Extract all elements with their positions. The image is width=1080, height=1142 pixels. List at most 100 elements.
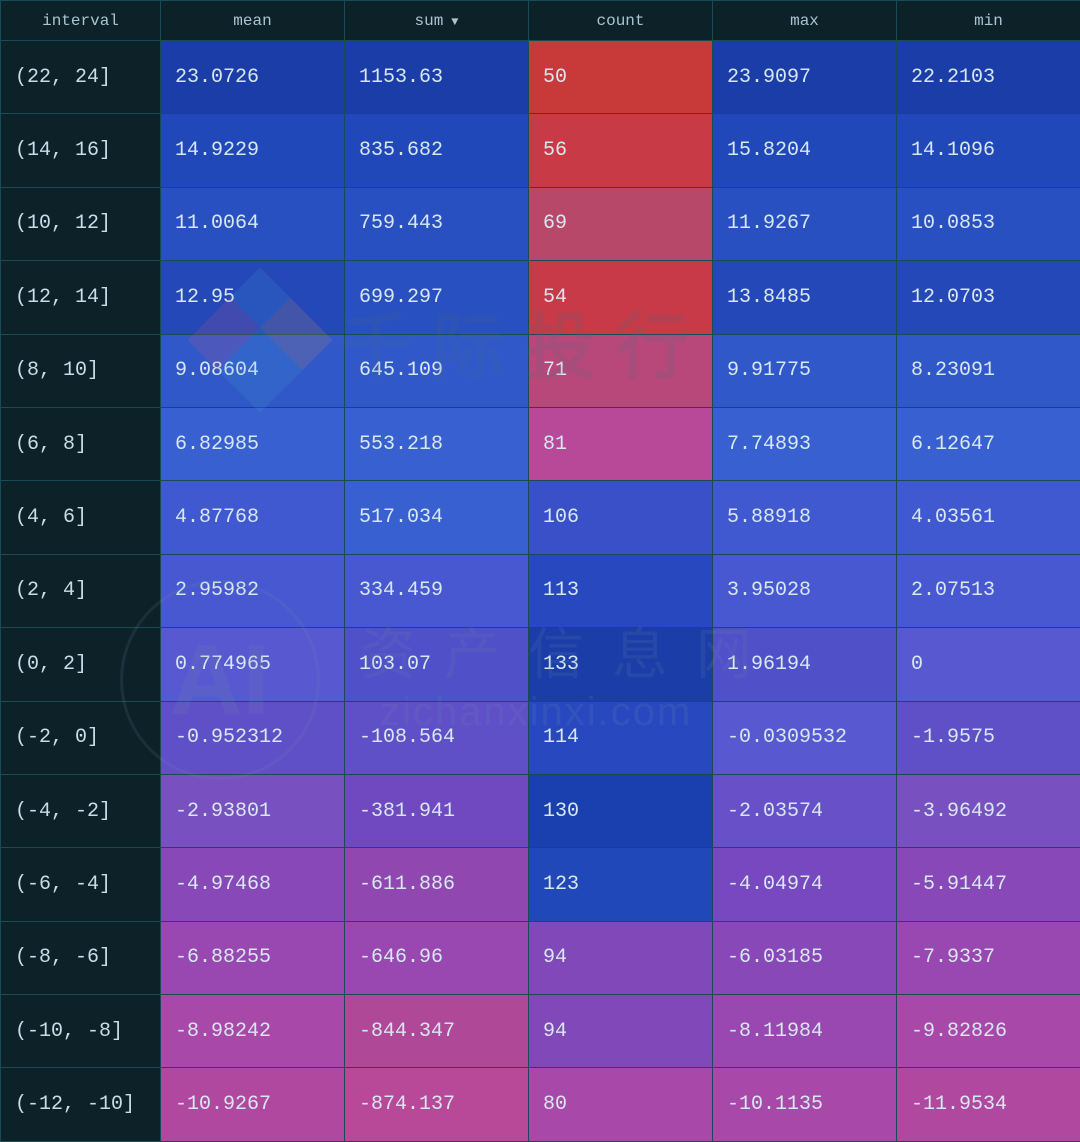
cell-sum: 835.682 bbox=[345, 114, 529, 187]
cell-value: 50 bbox=[543, 66, 567, 89]
cell-value: 15.8204 bbox=[727, 139, 811, 162]
cell-sum: 334.459 bbox=[345, 554, 529, 627]
table-row: (0, 2]0.774965103.071331.961940 bbox=[1, 628, 1080, 701]
cell-max: -6.03185 bbox=[713, 921, 897, 994]
cell-sum: -108.564 bbox=[345, 701, 529, 774]
cell-sum: -646.96 bbox=[345, 921, 529, 994]
cell-sum: 553.218 bbox=[345, 407, 529, 480]
table-row: (-2, 0]-0.952312-108.564114-0.0309532-1.… bbox=[1, 701, 1080, 774]
cell-mean: 23.0726 bbox=[161, 41, 345, 114]
cell-min: 6.12647 bbox=[897, 407, 1080, 480]
cell-interval: (-12, -10] bbox=[1, 1068, 161, 1142]
cell-value: (0, 2] bbox=[15, 653, 87, 676]
cell-value: 9.91775 bbox=[727, 359, 811, 382]
cell-interval: (12, 14] bbox=[1, 261, 161, 334]
cell-count: 94 bbox=[529, 995, 713, 1068]
cell-interval: (8, 10] bbox=[1, 334, 161, 407]
cell-value: 2.95982 bbox=[175, 579, 259, 602]
cell-value: 12.0703 bbox=[911, 286, 995, 309]
cell-value: -0.952312 bbox=[175, 726, 283, 749]
cell-value: (14, 16] bbox=[15, 139, 111, 162]
cell-value: 133 bbox=[543, 653, 579, 676]
cell-value: 94 bbox=[543, 1020, 567, 1043]
cell-interval: (-8, -6] bbox=[1, 921, 161, 994]
cell-sum: 103.07 bbox=[345, 628, 529, 701]
cell-max: 3.95028 bbox=[713, 554, 897, 627]
cell-value: 835.682 bbox=[359, 139, 443, 162]
cell-value: (12, 14] bbox=[15, 286, 111, 309]
cell-min: 2.07513 bbox=[897, 554, 1080, 627]
table-row: (10, 12]11.0064759.4436911.926710.0853 bbox=[1, 187, 1080, 260]
table-row: (8, 10]9.08604645.109719.917758.23091 bbox=[1, 334, 1080, 407]
cell-value: 759.443 bbox=[359, 212, 443, 235]
cell-value: -5.91447 bbox=[911, 873, 1007, 896]
cell-value: (-10, -8] bbox=[15, 1020, 123, 1043]
cell-value: -7.9337 bbox=[911, 946, 995, 969]
cell-max: 5.88918 bbox=[713, 481, 897, 554]
cell-value: 6.82985 bbox=[175, 433, 259, 456]
cell-value: 130 bbox=[543, 800, 579, 823]
column-header-interval[interactable]: interval bbox=[1, 1, 161, 41]
table-row: (-12, -10] -10.9267 -874.137 80 -10.1135 -11.… bbox=[1, 1068, 1080, 1142]
cell-count: 94 bbox=[529, 921, 713, 994]
cell-value: (-8, -6] bbox=[15, 946, 111, 969]
table-row: (14, 16]14.9229835.6825615.820414.1096 bbox=[1, 114, 1080, 187]
table-row: (12, 14]12.95699.2975413.848512.0703 bbox=[1, 261, 1080, 334]
column-header-mean[interactable]: mean bbox=[161, 1, 345, 41]
cell-value: 69 bbox=[543, 212, 567, 235]
cell-value: -8.98242 bbox=[175, 1020, 271, 1043]
cell-value: 13.8485 bbox=[727, 286, 811, 309]
cell-value: 2.07513 bbox=[911, 579, 995, 602]
cell-count: 71 bbox=[529, 334, 713, 407]
cell-value: -11.9534 bbox=[911, 1093, 1007, 1116]
cell-sum: 1153.63 bbox=[345, 41, 529, 114]
cell-value: (-12, -10] bbox=[15, 1093, 135, 1116]
data-table-container: intervalmeansum▼countmaxmin (22, 24]23.0… bbox=[0, 0, 1080, 1142]
cell-count: 106 bbox=[529, 481, 713, 554]
cell-value: 10.0853 bbox=[911, 212, 995, 235]
table-header-row: interval meansum▼countmaxmin bbox=[1, 1, 1080, 41]
cell-value: -10.9267 bbox=[175, 1093, 271, 1116]
cell-value: (-4, -2] bbox=[15, 800, 111, 823]
column-header-label: sum bbox=[414, 12, 443, 30]
cell-value: 14.9229 bbox=[175, 139, 259, 162]
cell-count: 80 bbox=[529, 1068, 713, 1142]
cell-max: 9.91775 bbox=[713, 334, 897, 407]
cell-value: -2.93801 bbox=[175, 800, 271, 823]
column-header-count[interactable]: count bbox=[529, 1, 713, 41]
cell-value: 9.08604 bbox=[175, 359, 259, 382]
cell-value: 80 bbox=[543, 1093, 567, 1116]
cell-min: -1.9575 bbox=[897, 701, 1080, 774]
cell-max: -10.1135 bbox=[713, 1068, 897, 1142]
cell-value: -4.04974 bbox=[727, 873, 823, 896]
column-header-sum[interactable]: sum▼ bbox=[345, 1, 529, 41]
cell-mean: -10.9267 bbox=[161, 1068, 345, 1142]
cell-mean: -0.952312 bbox=[161, 701, 345, 774]
cell-min: -5.91447 bbox=[897, 848, 1080, 921]
cell-value: 106 bbox=[543, 506, 579, 529]
cell-value: 11.9267 bbox=[727, 212, 811, 235]
column-header-label: interval bbox=[42, 12, 119, 30]
cell-mean: 9.08604 bbox=[161, 334, 345, 407]
cell-count: 54 bbox=[529, 261, 713, 334]
cell-min: -9.82826 bbox=[897, 995, 1080, 1068]
cell-interval: (-2, 0] bbox=[1, 701, 161, 774]
column-header-min[interactable]: min bbox=[897, 1, 1080, 41]
cell-max: 15.8204 bbox=[713, 114, 897, 187]
cell-mean: 14.9229 bbox=[161, 114, 345, 187]
cell-interval: (14, 16] bbox=[1, 114, 161, 187]
table-row: (-8, -6]-6.88255-646.9694-6.03185-7.9337 bbox=[1, 921, 1080, 994]
cell-value: 94 bbox=[543, 946, 567, 969]
cell-value: 54 bbox=[543, 286, 567, 309]
cell-interval: (-4, -2] bbox=[1, 774, 161, 847]
column-header-max[interactable]: max bbox=[713, 1, 897, 41]
cell-value: 103.07 bbox=[359, 653, 431, 676]
cell-value: -3.96492 bbox=[911, 800, 1007, 823]
cell-sum: -874.137 bbox=[345, 1068, 529, 1142]
cell-value: 71 bbox=[543, 359, 567, 382]
cell-interval: (-10, -8] bbox=[1, 995, 161, 1068]
cell-value: -844.347 bbox=[359, 1020, 455, 1043]
cell-value: 8.23091 bbox=[911, 359, 995, 382]
cell-value: 699.297 bbox=[359, 286, 443, 309]
cell-count: 123 bbox=[529, 848, 713, 921]
